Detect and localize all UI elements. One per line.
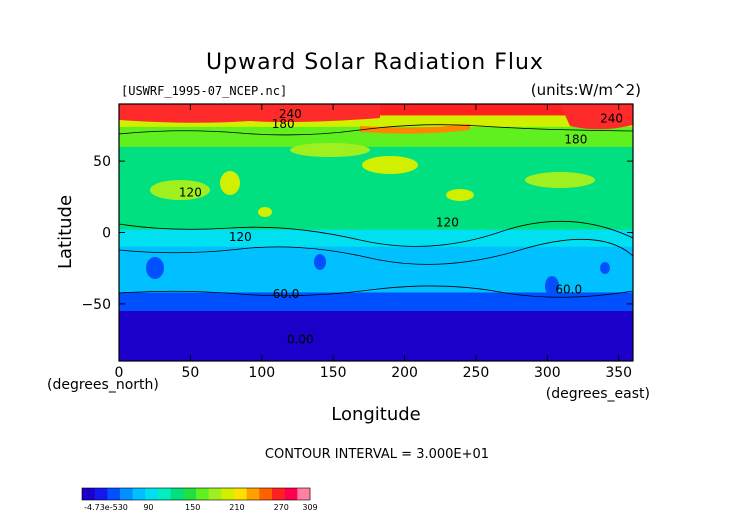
colorbar-swatch-16 — [284, 488, 298, 500]
colorbar-swatch-12 — [234, 488, 248, 500]
y-tick-label-2: −50 — [81, 297, 111, 313]
contour-label-5: 120 — [436, 216, 459, 230]
colorbar-max-label: 309 — [302, 503, 317, 512]
contour-line-tropics — [119, 220, 633, 247]
colorbar-tick-label-1: 150 — [185, 503, 200, 512]
light-green-patch-3 — [525, 172, 595, 188]
light-green-patch-1 — [150, 180, 210, 200]
arctic-orange-dip — [360, 124, 470, 134]
contour-line-equator — [119, 238, 633, 265]
contour-label-8: 60.0 — [555, 283, 582, 297]
colorbar-swatch-1 — [94, 488, 108, 500]
latitude-bands — [119, 104, 633, 361]
x-tick-label-5: 250 — [463, 365, 490, 381]
blue-patch-1 — [146, 257, 164, 279]
yellow-patch-3 — [446, 189, 474, 201]
contour-label-4: 120 — [179, 186, 202, 200]
contour-line-south — [119, 285, 633, 298]
regional-anomalies — [119, 104, 633, 298]
contour-interval-text: CONTOUR INTERVAL = 3.000E+01 — [265, 447, 489, 462]
colorbar-swatch-0 — [82, 488, 96, 500]
contour-label-7: 60.0 — [273, 287, 300, 301]
x-axis-label: Longitude — [331, 404, 421, 425]
colorbar-swatch-13 — [246, 488, 260, 500]
colorbar-swatch-3 — [120, 488, 134, 500]
x-tick-label-0: 0 — [115, 365, 124, 381]
colorbar: -4.73e-530 90 150 210 270 309 — [81, 487, 318, 512]
colorbar-swatch-2 — [107, 488, 121, 500]
file-label: [USWRF_1995-07_NCEP.nc] — [121, 84, 287, 98]
y-tick-label-1: 0 — [102, 226, 111, 242]
lat-band-9 — [119, 338, 633, 361]
blue-patch-4 — [600, 262, 610, 274]
lat-band-2 — [119, 126, 633, 148]
lat-band-7 — [119, 292, 633, 312]
x-tick-label-3: 150 — [320, 365, 347, 381]
colorbar-labels: -4.73e-530 90 150 210 270 309 — [84, 503, 318, 512]
x-axis-ticks: 0 50 100 150 200 250 300 350 — [115, 104, 632, 381]
contour-line-north — [119, 124, 633, 136]
colorbar-tick-label-2: 210 — [229, 503, 244, 512]
colorbar-min-label: -4.73e-530 — [84, 503, 128, 512]
x-tick-label-2: 100 — [248, 365, 275, 381]
y-unit-label: (degrees_north) — [47, 377, 159, 393]
colorbar-swatch-9 — [196, 488, 210, 500]
contour-label-1: 180 — [272, 117, 295, 131]
colorbar-tick-label-3: 270 — [274, 503, 289, 512]
x-unit-label: (degrees_east) — [546, 386, 650, 402]
colorbar-swatch-8 — [183, 488, 197, 500]
colorbar-swatches — [82, 488, 311, 500]
blue-patch-3 — [545, 276, 559, 296]
lat-band-1 — [119, 115, 633, 128]
light-green-patch-2 — [290, 143, 370, 157]
plot-area — [119, 104, 633, 361]
contour-label-9: 0.00 — [287, 333, 314, 347]
contour-label-2: 240 — [600, 111, 623, 125]
colorbar-swatch-14 — [259, 488, 273, 500]
colorbar-swatch-7 — [170, 488, 184, 500]
colorbar-tick-label-0: 90 — [143, 503, 153, 512]
x-tick-label-1: 50 — [181, 365, 199, 381]
chart-title: Upward Solar Radiation Flux — [206, 50, 544, 75]
lat-band-8 — [119, 311, 633, 339]
colorbar-swatch-17 — [297, 488, 311, 500]
north-red-patch-east — [560, 104, 633, 130]
yellow-patch-4 — [258, 207, 272, 217]
lat-band-4 — [119, 196, 633, 231]
colorbar-frame — [81, 487, 311, 501]
contour-label-3: 180 — [564, 133, 587, 147]
blue-patch-2 — [314, 254, 326, 270]
contour-label-0: 240 — [279, 107, 302, 121]
x-tick-label-7: 350 — [605, 365, 632, 381]
y-axis-label: Latitude — [55, 195, 76, 269]
colorbar-swatch-11 — [221, 488, 235, 500]
x-tick-label-4: 200 — [391, 365, 418, 381]
colorbar-swatch-4 — [132, 488, 146, 500]
north-red-patch-west — [119, 104, 380, 123]
y-tick-label-0: 50 — [93, 154, 111, 170]
colorbar-swatch-15 — [272, 488, 286, 500]
y-axis-ticks: 50 0 −50 — [81, 154, 633, 313]
lat-band-5 — [119, 229, 633, 248]
colorbar-swatch-10 — [208, 488, 222, 500]
x-tick-label-6: 300 — [534, 365, 561, 381]
colorbar-swatch-6 — [158, 488, 172, 500]
contour-label-6: 120 — [229, 230, 252, 244]
colorbar-swatch-5 — [145, 488, 159, 500]
yellow-patch-1 — [362, 156, 418, 174]
units-label: (units:W/m^2) — [531, 81, 641, 99]
yellow-patch-2 — [220, 171, 240, 195]
